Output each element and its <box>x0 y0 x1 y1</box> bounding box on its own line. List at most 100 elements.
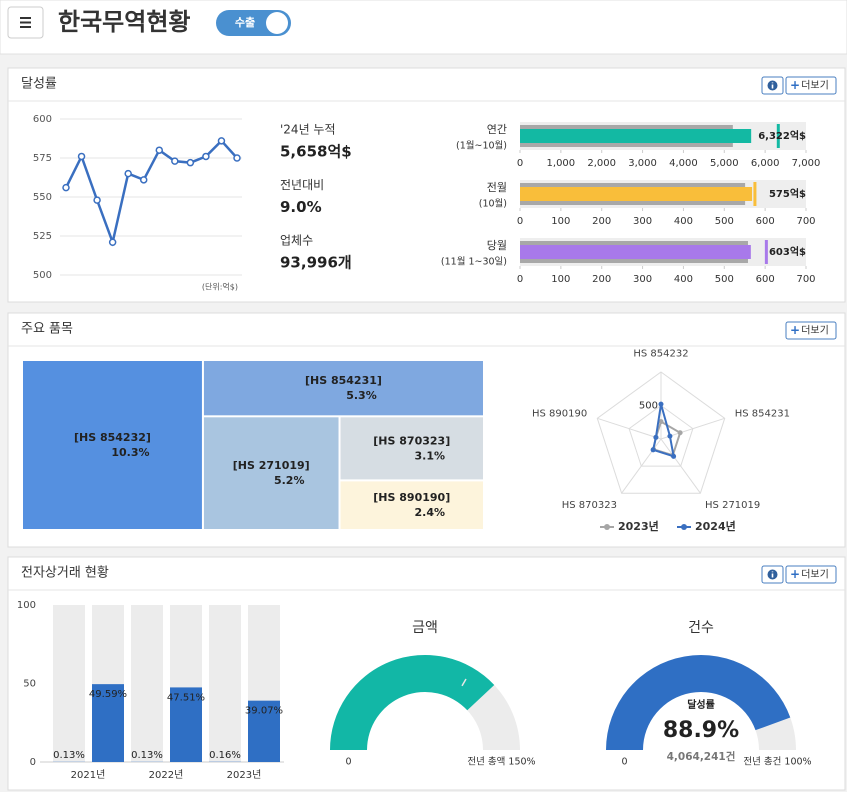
bullet-sublabel: (1월~10월) <box>456 140 507 152</box>
x-tick-label: 100 <box>551 274 570 285</box>
y-tick-label: 550 <box>33 192 52 203</box>
x-tick-label: 300 <box>633 274 652 285</box>
radar-point <box>667 433 673 439</box>
gauge-tick-label: 전년 총액 150% <box>467 756 535 768</box>
more-plus[interactable]: + <box>790 78 800 92</box>
gauge-tick-label: 0 <box>621 757 627 768</box>
bullet-label: 당월 <box>487 239 507 252</box>
treemap-label: [HS 890190] <box>373 491 450 504</box>
y-tick-label: 50 <box>23 679 36 690</box>
bullet-label: 전월 <box>487 181 507 194</box>
export-toggle[interactable]: 수출 <box>216 10 291 36</box>
menu-icon[interactable] <box>20 17 31 28</box>
more-button[interactable]: + 더보기 <box>785 76 837 95</box>
radar-point <box>677 430 683 436</box>
line-point <box>186 158 195 167</box>
x-tick-label: 700 <box>796 216 815 227</box>
radar-point <box>650 447 656 453</box>
x-tick-label: 100 <box>551 216 570 227</box>
x-tick-label: 400 <box>674 216 693 227</box>
line-point <box>77 152 86 161</box>
x-tick-label: 6,000 <box>751 158 780 169</box>
bar <box>92 684 124 762</box>
bullet-target <box>764 240 768 264</box>
treemap-cell <box>340 417 483 480</box>
toggle-label[interactable]: 수출 <box>235 15 255 29</box>
line-point <box>93 196 101 204</box>
radar-spoke <box>660 438 701 494</box>
menu-button[interactable] <box>7 6 44 39</box>
more-label[interactable]: 더보기 <box>801 325 829 337</box>
line-point <box>171 157 179 165</box>
kpi-value: 5,658억$ <box>280 143 352 161</box>
treemap-value: 10.3% <box>111 446 149 459</box>
radar-series <box>651 403 675 458</box>
more-box[interactable] <box>785 565 837 584</box>
x-tick-label: 0 <box>517 216 523 227</box>
x-tick-label: 3,000 <box>628 158 657 169</box>
bullet-target-label: 6,322억$ <box>758 130 806 142</box>
gauge-value <box>606 654 791 750</box>
info-button[interactable] <box>761 565 784 584</box>
x-tick-label: 7,000 <box>792 158 821 169</box>
bar <box>248 700 280 762</box>
treemap-cell <box>203 417 339 529</box>
line-point <box>233 154 241 162</box>
radar-point <box>658 401 664 407</box>
y-tick-label: 0 <box>30 757 36 768</box>
x-tick-label: 2023년 <box>227 769 262 781</box>
treemap-cell <box>203 361 483 416</box>
y-tick-label: 600 <box>33 114 52 125</box>
more-plus[interactable]: + <box>790 323 800 337</box>
line-point <box>217 137 226 145</box>
bullet-target <box>753 182 757 206</box>
panel-title: 주요 품목 <box>21 322 73 337</box>
bar-background <box>209 605 241 762</box>
line-point <box>124 169 132 178</box>
kpi-label: 업체수 <box>280 234 313 248</box>
more-box[interactable] <box>785 76 837 95</box>
treemap-cell <box>23 361 202 529</box>
info-button[interactable] <box>761 76 784 95</box>
bar <box>170 687 202 762</box>
more-label[interactable]: 더보기 <box>801 569 829 581</box>
more-plus[interactable]: + <box>790 567 800 581</box>
treemap-label: [HS 271019] <box>233 459 310 472</box>
bullet-target <box>776 124 780 148</box>
more-button[interactable]: + 더보기 <box>785 565 837 584</box>
more-button[interactable]: + 더보기 <box>785 321 837 340</box>
x-tick-label: 5,000 <box>710 158 739 169</box>
panel-title: 달성률 <box>21 77 57 92</box>
kpi-value: 93,996개 <box>280 254 352 272</box>
gauge-tick-label: 0 <box>345 757 351 768</box>
treemap-label: [HS 870323] <box>373 434 450 447</box>
bullet-target-label: 575억$ <box>769 188 806 200</box>
gauge-marker <box>461 678 467 687</box>
x-tick-label: 300 <box>633 216 652 227</box>
toggle-knob[interactable] <box>266 12 288 34</box>
treemap-value: 5.3% <box>346 389 377 402</box>
unit-note: (단위:억$) <box>202 282 238 292</box>
more-box[interactable] <box>785 321 837 340</box>
bar-value-label: 0.16% <box>209 750 241 761</box>
line-point <box>108 238 117 246</box>
x-tick-label: 0 <box>517 158 523 169</box>
bar-background <box>53 605 85 762</box>
bar-value-label: 49.59% <box>89 689 127 700</box>
more-label[interactable]: 더보기 <box>801 80 829 92</box>
x-tick-label: 600 <box>756 216 775 227</box>
line-point <box>202 152 210 161</box>
gauge-value-label: 88.9% <box>663 718 739 743</box>
radar-spoke <box>597 417 662 440</box>
legend-marker <box>681 524 687 530</box>
gauge-title: 금액 <box>412 620 438 636</box>
legend-label: 2023년 <box>618 519 659 533</box>
gauge-value <box>330 654 495 750</box>
bar-background <box>131 605 163 762</box>
bullet-label: 연간 <box>487 123 507 136</box>
x-tick-label: 0 <box>517 274 523 285</box>
bullet-sublabel: (10월) <box>479 198 507 210</box>
treemap-cell <box>340 481 483 529</box>
kpi-value: 9.0% <box>280 198 322 216</box>
